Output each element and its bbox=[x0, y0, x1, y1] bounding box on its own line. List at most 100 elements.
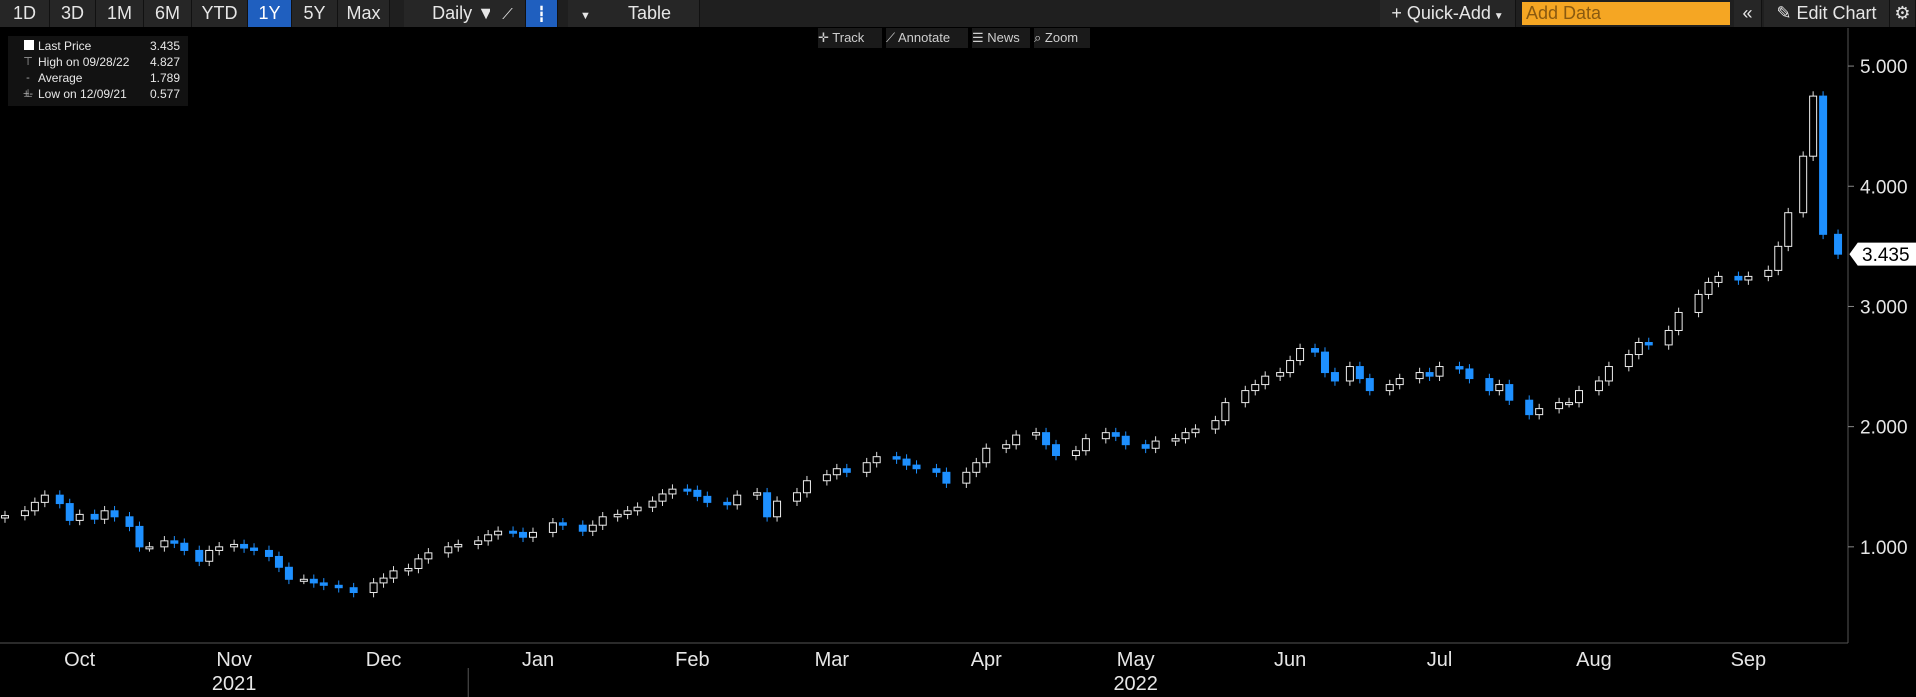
gear-icon: ⚙ bbox=[1894, 3, 1911, 23]
candle-body bbox=[1594, 380, 1603, 392]
candle-body bbox=[872, 456, 881, 464]
range-button-max[interactable]: Max bbox=[338, 0, 390, 27]
candle-body bbox=[1395, 378, 1404, 386]
candle-body bbox=[1385, 384, 1394, 392]
settings-button[interactable]: ⚙ bbox=[1890, 0, 1916, 27]
candle-body bbox=[1296, 348, 1305, 362]
table-button[interactable]: Table bbox=[600, 0, 700, 27]
chart-legend: Last Price 3.435 ⊤ High on 09/28/22 4.82… bbox=[8, 36, 188, 106]
candle-body bbox=[274, 555, 283, 568]
frequency-label: Daily ▼ bbox=[432, 3, 495, 23]
candle-body bbox=[20, 510, 29, 517]
candle-body bbox=[205, 549, 214, 562]
x-tick-label: Mar bbox=[815, 649, 850, 671]
legend-value: 3.435 bbox=[149, 39, 180, 53]
candle-body bbox=[264, 549, 273, 557]
candle-body bbox=[1834, 233, 1843, 255]
candle-body bbox=[145, 546, 154, 550]
x-tick-label: Feb bbox=[675, 649, 709, 671]
legend-value: 4.827 bbox=[149, 55, 180, 69]
candle-body bbox=[1774, 245, 1783, 271]
candle-body bbox=[1624, 354, 1633, 368]
candle-body bbox=[215, 546, 224, 551]
x-tick-label: Apr bbox=[971, 649, 1002, 671]
candle-body bbox=[319, 582, 328, 586]
annotate-button[interactable]: ⟋ Annotate bbox=[886, 28, 968, 48]
plus-icon: + bbox=[1391, 3, 1407, 23]
candle-body bbox=[1435, 366, 1444, 377]
range-button-1m[interactable]: 1M bbox=[96, 0, 144, 27]
candle-body bbox=[1575, 390, 1584, 404]
news-button[interactable]: ☰ News bbox=[972, 28, 1030, 48]
range-button-ytd[interactable]: YTD bbox=[192, 0, 248, 27]
range-button-1d[interactable]: 1D bbox=[0, 0, 50, 27]
legend-label: High on 09/28/22 bbox=[38, 55, 130, 69]
track-button[interactable]: ✛ Track bbox=[818, 28, 882, 48]
zoom-button[interactable]: ⌕ Zoom bbox=[1034, 28, 1090, 48]
candle-body bbox=[623, 510, 632, 515]
collapse-button[interactable]: « bbox=[1734, 0, 1762, 27]
range-button-6m[interactable]: 6M bbox=[144, 0, 192, 27]
candle-body bbox=[723, 501, 732, 506]
x-tick-label: Jan bbox=[522, 649, 554, 671]
candle-body bbox=[1141, 444, 1150, 449]
candle-body bbox=[65, 503, 74, 521]
y-tick-label: 3.000 bbox=[1860, 297, 1908, 318]
candle-body bbox=[1674, 311, 1683, 331]
candle-body bbox=[1525, 399, 1534, 416]
candle-body bbox=[1734, 275, 1743, 281]
x-tick-label: Oct bbox=[64, 649, 96, 671]
candle-body bbox=[1012, 434, 1021, 446]
candlestick-button[interactable]: ┇ bbox=[526, 0, 558, 27]
candle-body bbox=[528, 531, 537, 538]
candle-body bbox=[1276, 372, 1285, 377]
y-tick-label: 1.000 bbox=[1860, 538, 1908, 559]
candle-body bbox=[1809, 95, 1818, 157]
candle-body bbox=[444, 546, 453, 554]
candle-body bbox=[414, 558, 423, 569]
candle-body bbox=[1111, 432, 1120, 437]
candle-body bbox=[1495, 384, 1504, 392]
range-button-5y[interactable]: 5Y bbox=[292, 0, 338, 27]
legend-value: 1.789 bbox=[149, 71, 180, 85]
candle-body bbox=[389, 570, 398, 579]
candle-body bbox=[1664, 329, 1673, 346]
edit-chart-button[interactable]: ✎ Edit Chart bbox=[1764, 0, 1890, 27]
candle-body bbox=[1311, 348, 1320, 353]
candle-body bbox=[763, 492, 772, 518]
legend-last-price[interactable]: Last Price 3.435 bbox=[8, 38, 188, 54]
chart-type-dropdown[interactable]: ▼ bbox=[568, 0, 604, 27]
range-button-1y[interactable]: 1Y bbox=[248, 0, 292, 27]
candle-body bbox=[1764, 269, 1773, 277]
candle-body bbox=[1355, 366, 1364, 380]
candle-body bbox=[369, 582, 378, 594]
candle-body bbox=[1181, 432, 1190, 440]
last-price-label: 3.435 bbox=[1862, 245, 1910, 266]
crosshair-icon: ✛ bbox=[818, 30, 833, 45]
legend-low[interactable]: ⊥ Low on 12/09/21 0.577 bbox=[8, 86, 188, 102]
add-data-input[interactable] bbox=[1522, 2, 1730, 25]
candle-body bbox=[30, 501, 39, 512]
candle-body bbox=[932, 468, 941, 473]
candle-body bbox=[1365, 378, 1374, 392]
candle-body bbox=[250, 547, 259, 551]
candle-body bbox=[100, 510, 109, 520]
x-tick-label: Nov bbox=[216, 649, 252, 671]
range-button-3d[interactable]: 3D bbox=[50, 0, 96, 27]
candle-body bbox=[792, 492, 801, 502]
quick-add-button[interactable]: + Quick-Add ▼ bbox=[1380, 0, 1516, 27]
candle-body bbox=[972, 462, 981, 473]
legend-high[interactable]: ⊤ High on 09/28/22 4.827 bbox=[8, 54, 188, 70]
candle-body bbox=[1002, 444, 1011, 449]
annotate-label: Annotate bbox=[898, 30, 951, 45]
candle-body bbox=[1286, 360, 1295, 374]
candle-body bbox=[1505, 384, 1514, 401]
candle-body bbox=[1604, 366, 1613, 382]
candle-body bbox=[1071, 450, 1080, 456]
candle-body bbox=[379, 577, 388, 584]
line-chart-button[interactable]: ⟋ bbox=[490, 0, 526, 27]
legend-average[interactable]: -+- Average 1.789 bbox=[8, 70, 188, 100]
candle-body bbox=[1032, 432, 1041, 436]
y-tick-label: 5.000 bbox=[1860, 57, 1908, 78]
